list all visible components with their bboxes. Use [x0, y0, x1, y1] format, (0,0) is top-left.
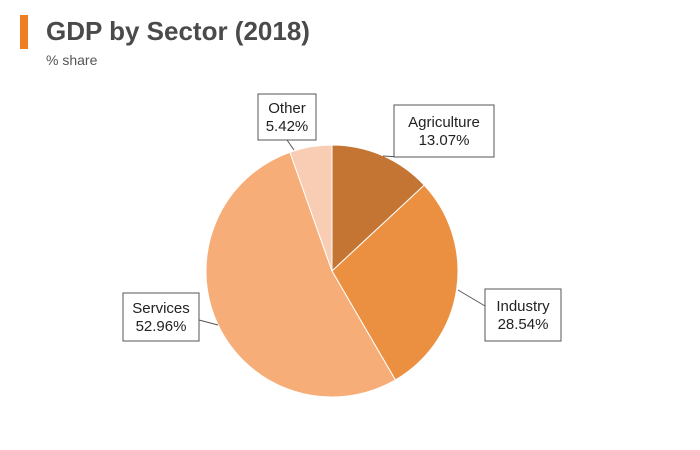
callout-box — [257, 93, 317, 141]
callout-pointer — [286, 139, 295, 151]
title-accent-bar — [20, 15, 28, 49]
slice-label: Agriculture — [408, 114, 480, 131]
callout-pointer — [198, 319, 219, 326]
chart-title: GDP by Sector (2018) — [46, 16, 310, 46]
pie-slice-other — [289, 144, 333, 272]
pie-slice-industry — [331, 184, 459, 381]
slice-label: Other — [268, 100, 306, 117]
callout-box — [484, 288, 562, 342]
slice-value-label: 13.07% — [419, 132, 470, 149]
pie-callouts: Agriculture13.07%Industry28.54%Services5… — [122, 93, 562, 342]
callout-box — [122, 292, 200, 342]
callout-pointer — [457, 289, 486, 307]
slice-label: Services — [132, 300, 190, 317]
pie-slice-services — [205, 151, 397, 398]
slice-value-label: 28.54% — [498, 316, 549, 333]
callout-box — [393, 104, 495, 158]
pie-slice-agriculture — [331, 144, 425, 273]
chart-subtitle: % share — [46, 52, 98, 68]
pie-slices — [205, 144, 459, 398]
slice-value-label: 5.42% — [266, 118, 309, 135]
slice-label: Industry — [496, 298, 550, 315]
slice-value-label: 52.96% — [136, 318, 187, 335]
